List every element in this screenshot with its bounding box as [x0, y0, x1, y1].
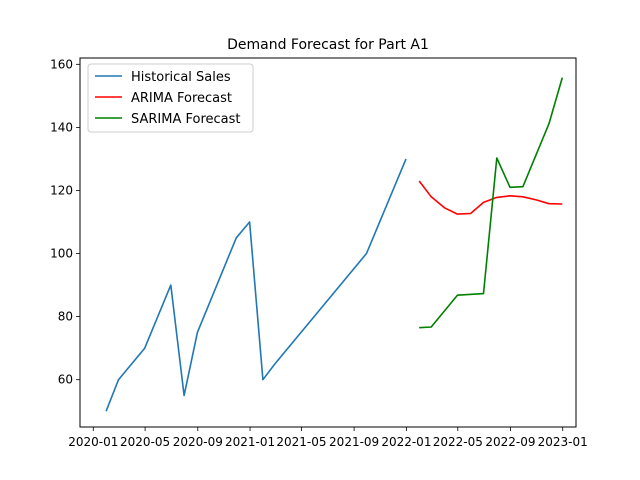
- y-tick-label: 60: [58, 373, 73, 387]
- series-line-historical-sales: [105, 158, 407, 412]
- y-tick-label: 120: [50, 183, 73, 197]
- legend-label-arima: ARIMA Forecast: [131, 91, 232, 106]
- legend-label-sarima: SARIMA Forecast: [131, 112, 241, 127]
- x-axis: 2020-01 2020-05 2020-09 2021-01 2021-05 2021-…: [68, 427, 588, 449]
- legend-label-historical: Historical Sales: [131, 70, 231, 85]
- series-line-arima-forecast: [418, 180, 563, 215]
- series-line-sarima-forecast: [419, 77, 564, 329]
- x-tick-label: 2022-01: [381, 435, 431, 449]
- x-tick-label: 2020-09: [173, 435, 223, 449]
- x-tick-label: 2020-01: [68, 435, 118, 449]
- x-tick-label: 2021-09: [329, 435, 379, 449]
- y-axis: 60 80 100 120 140 160: [50, 57, 80, 387]
- x-tick-label: 2021-01: [225, 435, 275, 449]
- y-tick-label: 100: [50, 247, 73, 261]
- chart-title: Demand Forecast for Part A1: [227, 37, 429, 53]
- y-tick-label: 80: [58, 310, 73, 324]
- plot-frame: [79, 57, 577, 428]
- legend: Historical Sales ARIMA Forecast SARIMA F…: [87, 63, 254, 133]
- y-tick-label: 160: [50, 57, 73, 71]
- x-tick-label: 2023-01: [538, 435, 588, 449]
- series-layer: [105, 77, 564, 412]
- y-tick-label: 140: [50, 120, 73, 134]
- x-tick-label: 2022-09: [485, 435, 535, 449]
- x-tick-label: 2021-05: [276, 435, 326, 449]
- legend-box: [87, 63, 254, 133]
- x-tick-label: 2022-05: [433, 435, 483, 449]
- x-tick-label: 2020-05: [120, 435, 170, 449]
